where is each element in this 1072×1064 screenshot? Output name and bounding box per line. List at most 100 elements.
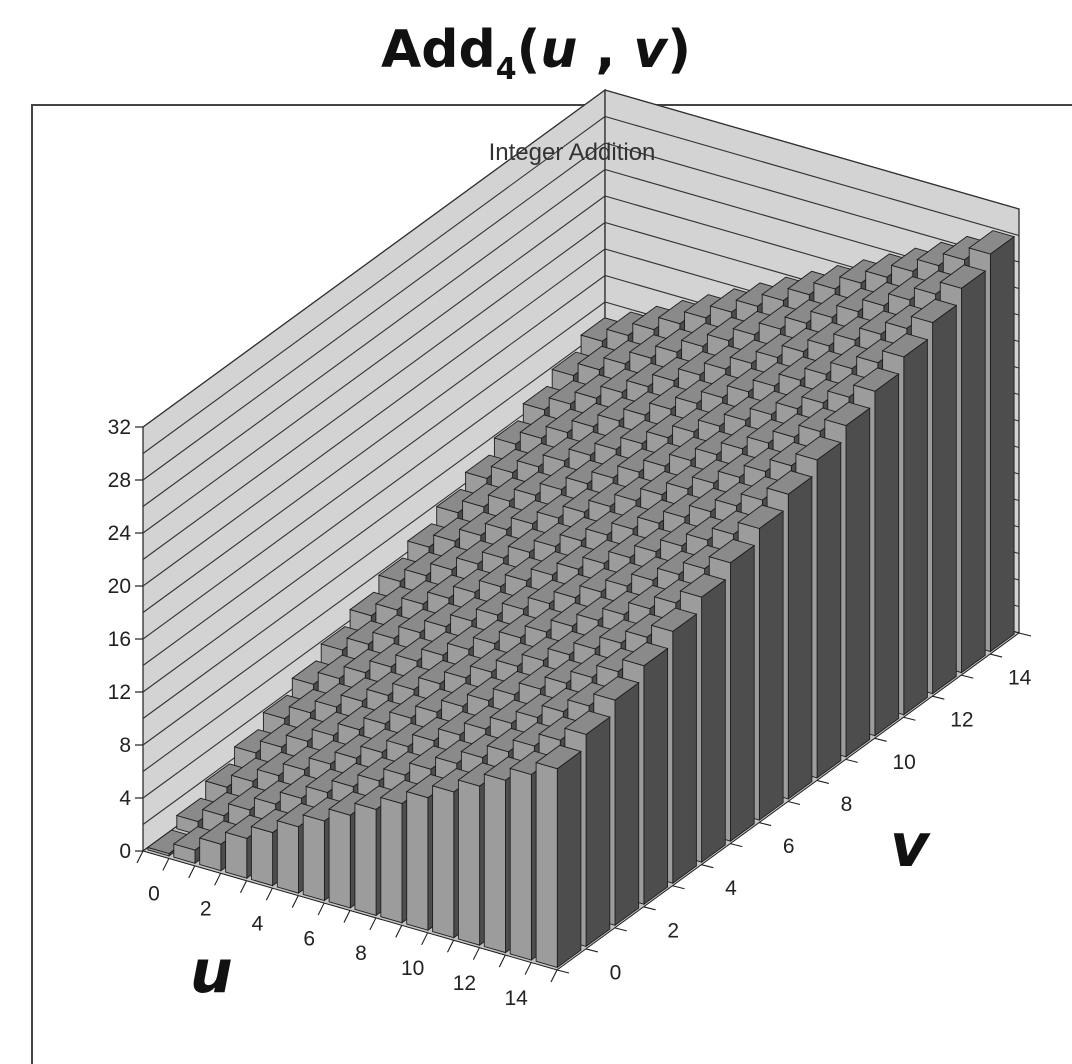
u-tick-label: 10	[401, 957, 424, 980]
u-tick-mark	[214, 873, 222, 886]
v-tick-mark	[816, 779, 830, 784]
v-tick-mark	[903, 716, 916, 721]
v-tick-mark	[932, 695, 945, 700]
v-tick-mark	[701, 864, 714, 869]
bar-side-face	[961, 270, 986, 674]
v-tick-label: 4	[725, 877, 737, 900]
v-tick-mark	[585, 948, 599, 953]
bar-top-face	[679, 573, 727, 598]
bar-side-face	[585, 716, 611, 948]
z-tick-label: 0	[119, 840, 131, 863]
v-tick-mark	[556, 969, 570, 974]
bar-top-face	[766, 470, 813, 495]
bar-side-face	[845, 407, 871, 758]
v-tick-mark	[614, 927, 627, 932]
bar-side-face	[758, 510, 784, 821]
title-u: u	[540, 20, 578, 80]
v-tick-mark	[730, 843, 743, 848]
bar-top-face	[823, 401, 871, 427]
bar-top-face	[592, 676, 640, 701]
title-subscript: 4	[495, 52, 517, 87]
u-tick-label: 4	[252, 912, 264, 935]
bar-side-face	[556, 750, 582, 969]
u-tick-label: 14	[505, 987, 529, 1010]
u-tick-mark	[291, 895, 299, 908]
bar-side-face	[614, 681, 640, 927]
bar-front-face	[302, 814, 325, 902]
v-tick-mark	[672, 885, 685, 890]
bar-side-face	[816, 441, 842, 779]
u-tick-mark	[472, 947, 480, 960]
chart-title: Integer Addition	[489, 139, 656, 166]
title-main: Add	[380, 20, 496, 80]
gridline	[142, 168, 1020, 507]
v-tick-mark	[845, 758, 858, 763]
bar-side-face	[874, 373, 900, 737]
bar-top-face	[794, 436, 842, 461]
v-tick-mark	[787, 800, 801, 806]
z-tick-label: 28	[108, 469, 131, 492]
v-tick-label: 6	[783, 835, 795, 858]
u-tick-mark	[136, 850, 144, 864]
u-tick-mark	[240, 880, 247, 893]
z-tick-label: 24	[108, 522, 132, 545]
u-tick-mark	[447, 940, 454, 953]
gridline	[142, 115, 1020, 454]
v-tick-label: 2	[667, 919, 679, 942]
bar-front-face	[535, 762, 558, 968]
u-tick-mark	[317, 902, 325, 916]
title-v: v	[633, 20, 668, 80]
bar-top-face	[563, 710, 611, 735]
v-tick-mark	[989, 653, 1003, 658]
bar-front-face	[509, 767, 532, 961]
bar-side-face	[989, 235, 1015, 653]
bar-front-face	[276, 820, 299, 894]
bar-side-face	[701, 579, 726, 863]
bar-top-face	[708, 538, 756, 564]
u-tick-mark	[524, 962, 532, 975]
bar-top-face	[737, 504, 785, 529]
v-tick-mark	[758, 822, 772, 827]
bar-top-face	[852, 367, 900, 392]
gridline	[142, 89, 1020, 428]
u-tick-mark	[550, 969, 558, 983]
bar-side-face	[903, 338, 928, 716]
bar	[535, 744, 582, 969]
v-tick-mark	[961, 674, 974, 679]
chart-bars	[146, 230, 1016, 969]
u-tick-mark	[265, 887, 273, 901]
v-tick-mark	[643, 906, 656, 911]
v-tick-mark	[874, 737, 887, 742]
bar-top-face	[650, 607, 698, 632]
z-tick-label: 4	[119, 787, 131, 810]
z-tick-label: 20	[108, 575, 131, 598]
u-tick-mark	[369, 917, 377, 931]
u-tick-mark	[498, 954, 506, 968]
bar-top-face	[968, 230, 1016, 255]
z-tick-label: 12	[108, 681, 131, 704]
bar-front-face	[432, 785, 455, 939]
u-tick-mark	[395, 925, 403, 938]
bar-top-face	[621, 641, 669, 667]
bar-side-face	[932, 304, 957, 695]
bar-top-face	[910, 298, 958, 324]
v-axis-name: v	[890, 811, 931, 881]
title-open-paren: (	[516, 20, 541, 80]
gridline	[142, 142, 1020, 481]
v-tick-mark	[1018, 632, 1032, 637]
v-tick-label: 14	[1008, 667, 1032, 690]
bar-front-face	[250, 825, 274, 887]
u-tick-label: 6	[303, 927, 315, 950]
title-comma: ,	[577, 20, 634, 80]
u-tick-mark	[162, 858, 170, 871]
bar-side-face	[730, 544, 755, 842]
u-tick-mark	[188, 865, 196, 879]
bar-side-face	[672, 613, 697, 885]
z-tick-label: 32	[108, 416, 131, 439]
u-tick-label: 12	[453, 972, 476, 995]
u-tick-label: 8	[355, 942, 367, 965]
bar-top-face	[881, 333, 929, 358]
v-tick-label: 0	[610, 961, 622, 984]
z-tick-label: 8	[119, 734, 131, 757]
